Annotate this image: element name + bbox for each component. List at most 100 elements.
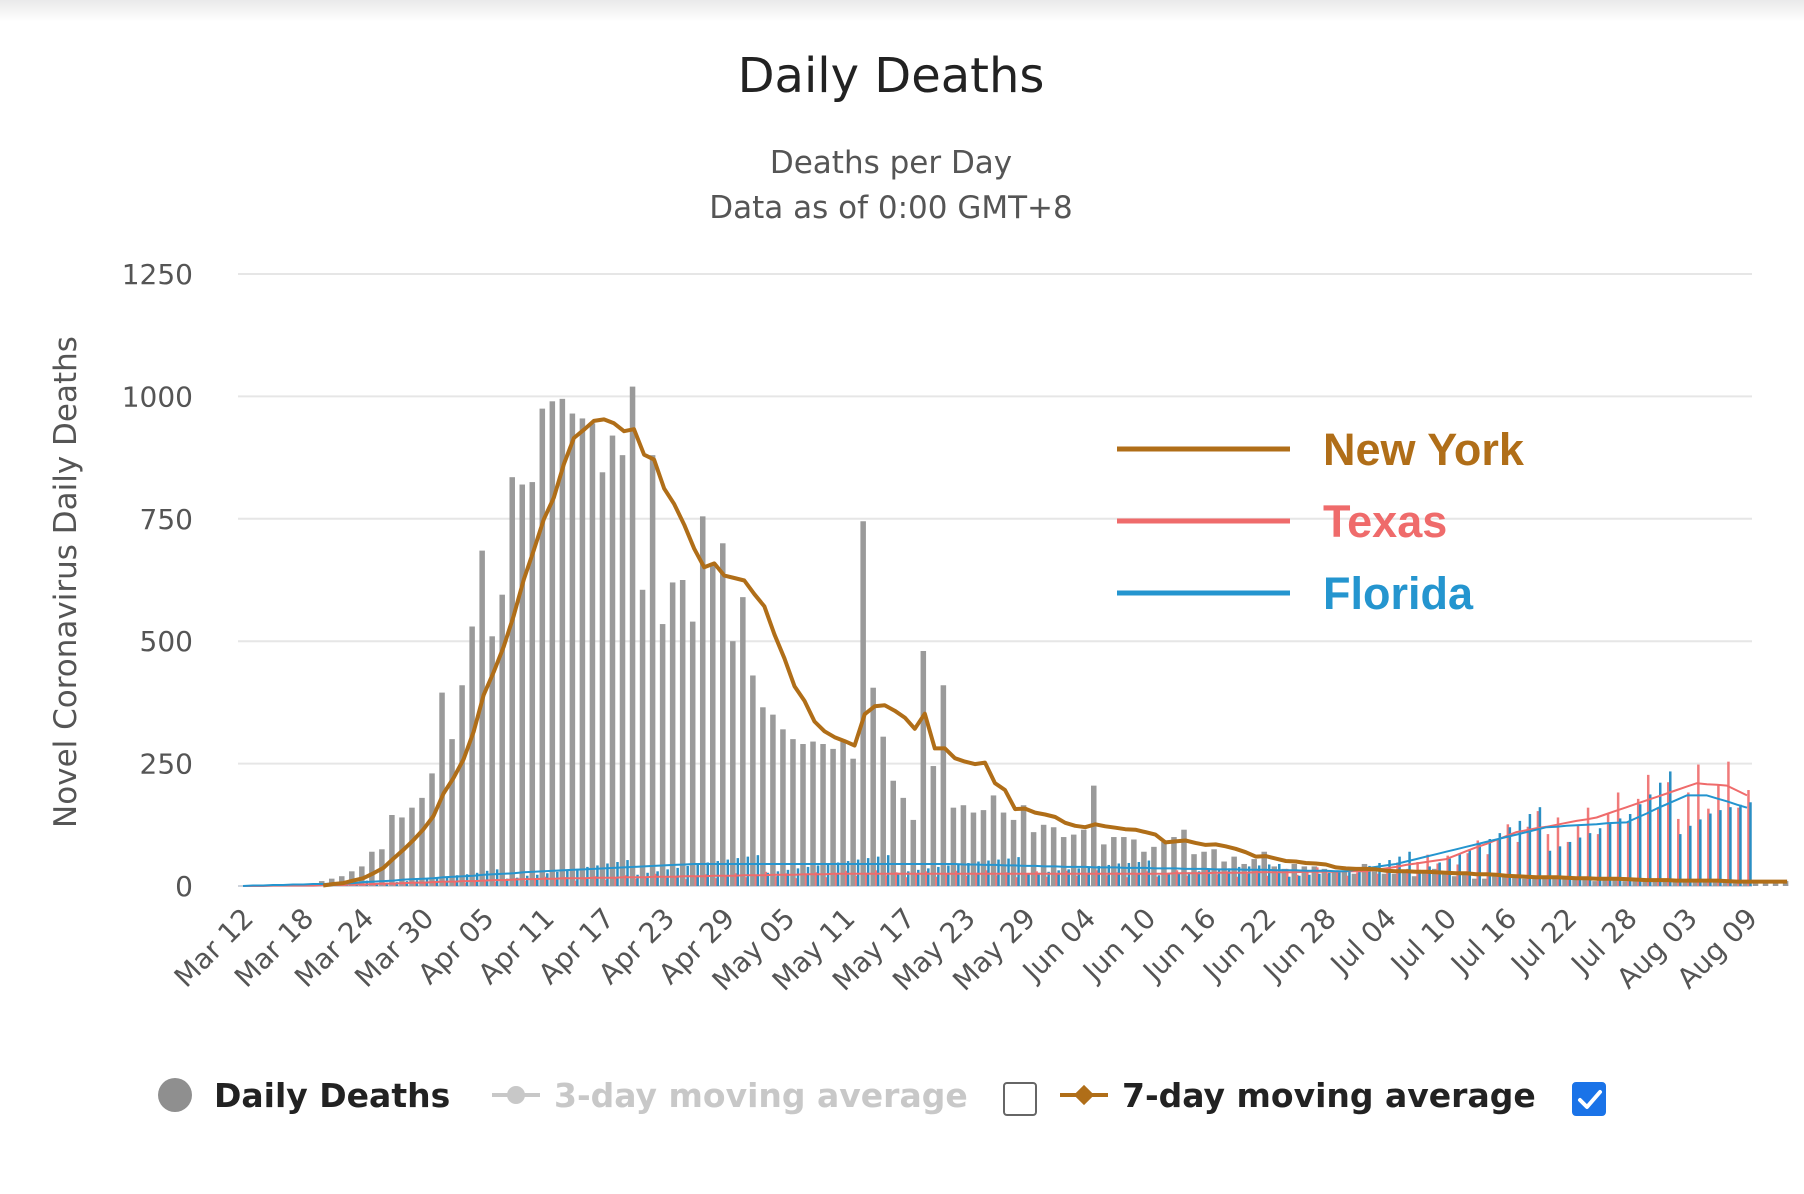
bar-texas (1095, 870, 1099, 886)
bar-texas (1055, 873, 1058, 886)
legend-7-day-average[interactable]: 7-day moving average (1060, 1060, 1536, 1130)
bar-florida (1729, 807, 1732, 886)
bar-florida (1027, 873, 1030, 886)
bar-texas (955, 870, 958, 886)
bar-florida (806, 866, 810, 886)
series-lines (242, 417, 1788, 888)
bar-florida (1548, 850, 1552, 886)
bar-new-york (1010, 819, 1017, 886)
bar-new-york (609, 435, 616, 886)
bar-texas (1356, 872, 1359, 886)
bar-florida (917, 869, 920, 886)
bar-new-york (659, 624, 666, 886)
bar-texas (1175, 870, 1179, 886)
bar-new-york (1331, 871, 1338, 886)
bar-florida (1699, 819, 1702, 886)
bar-texas (1416, 862, 1419, 886)
bar-florida (997, 859, 1000, 886)
bar-texas (834, 873, 838, 886)
bar-florida (1538, 807, 1542, 886)
bar-florida (886, 855, 890, 886)
bar-texas (684, 879, 687, 886)
ma3-checkbox[interactable] (1003, 1082, 1037, 1116)
bar-new-york (1401, 871, 1408, 886)
bar-new-york (870, 687, 876, 886)
bar-new-york (1271, 866, 1277, 886)
bar-texas (574, 880, 577, 886)
bar-new-york (1341, 871, 1348, 886)
bar-texas (624, 875, 627, 886)
bar-florida (1358, 868, 1361, 886)
bar-texas (1667, 782, 1670, 886)
bar-texas (724, 875, 728, 886)
bar-new-york (1070, 834, 1077, 886)
bar-florida (1689, 825, 1692, 886)
bar-texas (654, 873, 657, 886)
bar-florida (1107, 864, 1111, 886)
legend-7-day-average-label: 7-day moving average (1122, 1075, 1536, 1115)
bar-new-york (850, 758, 856, 886)
bar-texas (945, 873, 948, 886)
bar-new-york (1622, 881, 1628, 886)
bar-texas (584, 878, 587, 886)
bar-new-york (589, 423, 596, 886)
bar-texas (794, 878, 798, 886)
bar-new-york (619, 455, 626, 886)
bar-florida (1047, 871, 1050, 886)
bar-florida (1458, 854, 1461, 886)
bar-new-york (860, 521, 866, 886)
bar-new-york (1572, 878, 1578, 886)
bar-new-york (409, 807, 415, 886)
bar-new-york (649, 455, 656, 886)
bar-texas (604, 879, 607, 886)
bar-florida (957, 863, 960, 886)
legend-daily-deaths[interactable]: Daily Deaths (158, 1060, 450, 1130)
legend-label: Florida (1323, 568, 1474, 619)
bar-texas (393, 883, 397, 886)
bar-new-york (459, 685, 465, 886)
bar-new-york (639, 589, 646, 886)
bar-texas (1576, 824, 1580, 886)
bar-texas (463, 882, 467, 886)
bar-new-york (820, 744, 826, 886)
bar-new-york (800, 744, 806, 886)
bar-new-york (1441, 873, 1448, 886)
bar-new-york (1231, 856, 1237, 886)
bar-florida (756, 855, 760, 886)
bar-texas (1155, 876, 1159, 886)
bar-new-york (790, 739, 796, 886)
bar-texas (483, 879, 487, 886)
bar-new-york (940, 685, 947, 886)
bar-texas (874, 870, 878, 886)
bar-florida (746, 856, 750, 886)
bar-texas (1656, 807, 1660, 886)
bar-texas (965, 875, 968, 886)
bar-new-york (1552, 878, 1558, 886)
bar-texas (1747, 790, 1750, 886)
bar-texas (1556, 817, 1560, 886)
bar-florida (1067, 869, 1070, 886)
bar-new-york (890, 780, 896, 886)
bar-new-york (509, 477, 515, 886)
bar-texas (864, 872, 868, 886)
bar-texas (1526, 826, 1530, 886)
bar-new-york (499, 594, 505, 886)
ma7-checkbox[interactable] (1572, 1082, 1606, 1116)
bar-florida (636, 874, 639, 886)
bar-new-york (1461, 873, 1468, 886)
bar-texas (1075, 875, 1078, 886)
bar-new-york (780, 729, 786, 886)
bar-florida (1588, 833, 1592, 886)
bar-new-york (1582, 878, 1588, 886)
bar-new-york (549, 401, 556, 886)
y-tick-label: 500 (140, 625, 193, 658)
bar-texas (423, 882, 427, 886)
bar-new-york (529, 482, 536, 886)
bar-florida (866, 858, 870, 886)
bar-florida (1277, 863, 1281, 886)
legend-3-day-average[interactable]: 3-day moving average (492, 1060, 968, 1130)
bar-florida (1558, 846, 1562, 886)
bar-florida (947, 865, 950, 886)
chart-subtitle-line-2: Data as of 0:00 GMT+8 (709, 190, 1072, 226)
bar-florida (1167, 874, 1171, 886)
